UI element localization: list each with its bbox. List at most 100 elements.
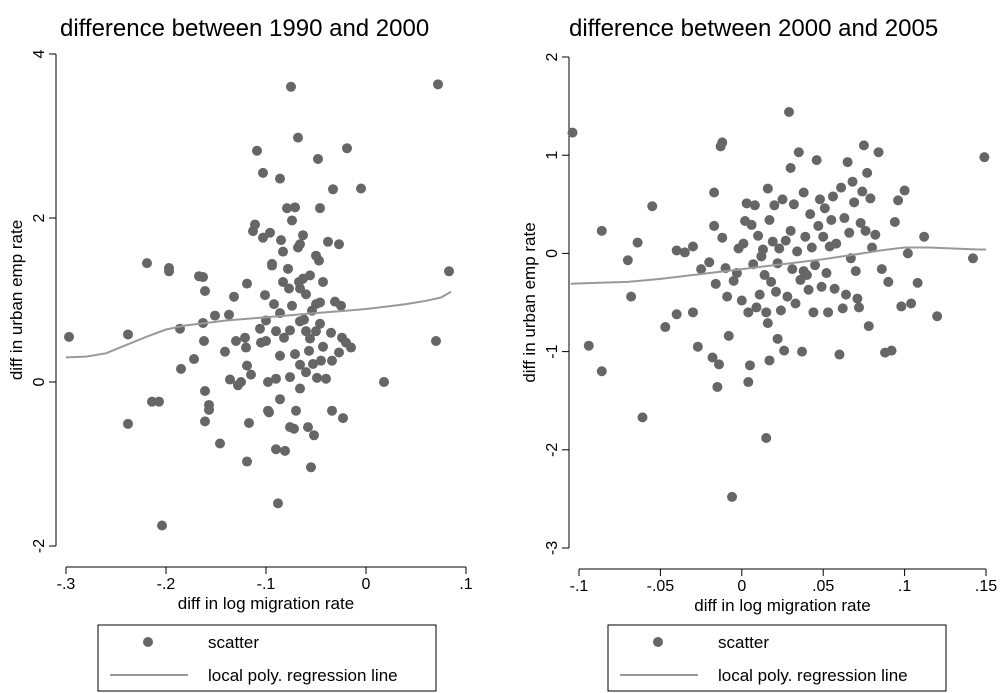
scatter-point <box>671 245 682 256</box>
scatter-point <box>849 197 860 208</box>
scatter-point <box>315 203 325 214</box>
scatter-point <box>896 301 907 312</box>
scatter-point <box>328 184 338 195</box>
scatter-point <box>176 363 186 374</box>
scatter-point <box>790 298 801 309</box>
scatter-point <box>840 289 851 300</box>
regression-line <box>570 246 986 285</box>
scatter-point <box>290 349 300 360</box>
scatter-point <box>323 236 333 247</box>
scatter-point <box>263 377 273 387</box>
scatter-point <box>269 299 279 310</box>
x-tick-label: .05 <box>812 578 834 595</box>
scatter-point <box>751 302 762 313</box>
scatter-point <box>727 491 738 502</box>
scatter-point <box>264 407 274 418</box>
scatter-point <box>889 216 900 227</box>
scatter-point <box>327 355 337 366</box>
chart-panel-2000-2005: difference between 2000 and 2005 -3 -2 -1 0 1… <box>503 0 1005 693</box>
scatter-point <box>258 167 268 178</box>
scatter-point <box>189 354 199 365</box>
scatter-point <box>772 333 783 344</box>
scatter-point <box>444 266 454 277</box>
x-axis-label: diff in log migration rate <box>178 594 354 613</box>
scatter-point <box>741 198 752 209</box>
scatter-point <box>850 266 861 277</box>
scatter-point <box>800 231 811 242</box>
scatter-point <box>567 127 578 138</box>
scatter-point <box>336 300 346 311</box>
scatter-point <box>863 321 874 332</box>
scatter-point <box>857 186 868 197</box>
scatter-point <box>287 215 297 226</box>
scatter-point <box>723 330 734 341</box>
scatter-point <box>305 333 315 344</box>
scatter-point <box>873 147 884 158</box>
scatter-point <box>754 289 765 300</box>
scatter-point <box>816 281 827 292</box>
chart-title: difference between 1990 and 2000 <box>60 15 429 42</box>
scatter-point <box>761 307 772 318</box>
scatter-point <box>785 162 796 173</box>
scatter-point <box>260 290 270 301</box>
scatter-point <box>858 140 869 151</box>
scatter-point <box>867 242 878 253</box>
scatter-point <box>315 318 325 329</box>
scatter-point <box>356 183 366 194</box>
y-tick-label: 2 <box>31 213 48 222</box>
scatter-point <box>770 286 781 297</box>
scatter-point <box>198 272 208 283</box>
scatter-point <box>806 242 817 253</box>
legend-line-label: local poly. regression line <box>718 666 908 685</box>
scatter-point <box>803 284 814 295</box>
x-tick-label: 0 <box>737 578 746 595</box>
scatter-point <box>318 276 328 287</box>
scatter-point <box>583 340 594 351</box>
scatter-point <box>979 152 990 163</box>
scatter-point <box>283 263 293 274</box>
scatter-point <box>819 203 830 214</box>
y-tick-label: -2 <box>31 539 48 553</box>
scatter-point <box>722 291 733 302</box>
scatter-point <box>836 182 847 193</box>
scatter-point <box>157 520 167 531</box>
scatter-point <box>808 307 819 318</box>
scatter-point <box>242 456 252 467</box>
scatter-point <box>785 225 796 236</box>
scatter-point <box>709 220 720 231</box>
scatter-point <box>818 231 829 242</box>
scatter-point <box>784 106 795 117</box>
scatter-point <box>275 350 285 361</box>
scatter-point <box>315 297 325 308</box>
scatter-point <box>839 213 850 224</box>
chart-panel-1990-2000: difference between 1990 and 2000 -2 0 2 4 dif… <box>0 0 502 693</box>
scatter-point <box>831 238 842 249</box>
scatter-point <box>762 183 773 194</box>
legend-scatter-marker <box>143 637 153 647</box>
scatter-point <box>282 203 292 214</box>
x-tick-label: .1 <box>459 576 472 593</box>
scatter-point <box>847 176 858 187</box>
scatter-point <box>303 422 313 433</box>
scatter-point <box>823 307 834 318</box>
scatter-point <box>433 79 443 90</box>
scatter-point <box>854 302 865 313</box>
scatter-point <box>295 383 305 394</box>
scatter-point <box>252 145 262 156</box>
x-tick-label: .1 <box>898 578 911 595</box>
scatter-point <box>759 270 770 281</box>
scatter-point <box>311 326 321 337</box>
scatter-point <box>827 191 838 202</box>
scatter-point <box>279 332 289 343</box>
scatter-point <box>240 332 250 343</box>
scatter-chart-2000-2005: difference between 2000 and 2005 -3 -2 -1 0 1… <box>520 15 997 692</box>
scatter-point <box>242 360 252 371</box>
scatter-point <box>229 291 239 302</box>
scatter-point <box>805 209 816 220</box>
scatter-point <box>241 342 251 353</box>
y-axis-label: diff in urban emp rate <box>7 220 26 380</box>
scatter-point <box>342 143 352 154</box>
scatter-point <box>596 366 607 377</box>
scatter-point <box>285 325 295 336</box>
scatter-point <box>318 341 328 352</box>
